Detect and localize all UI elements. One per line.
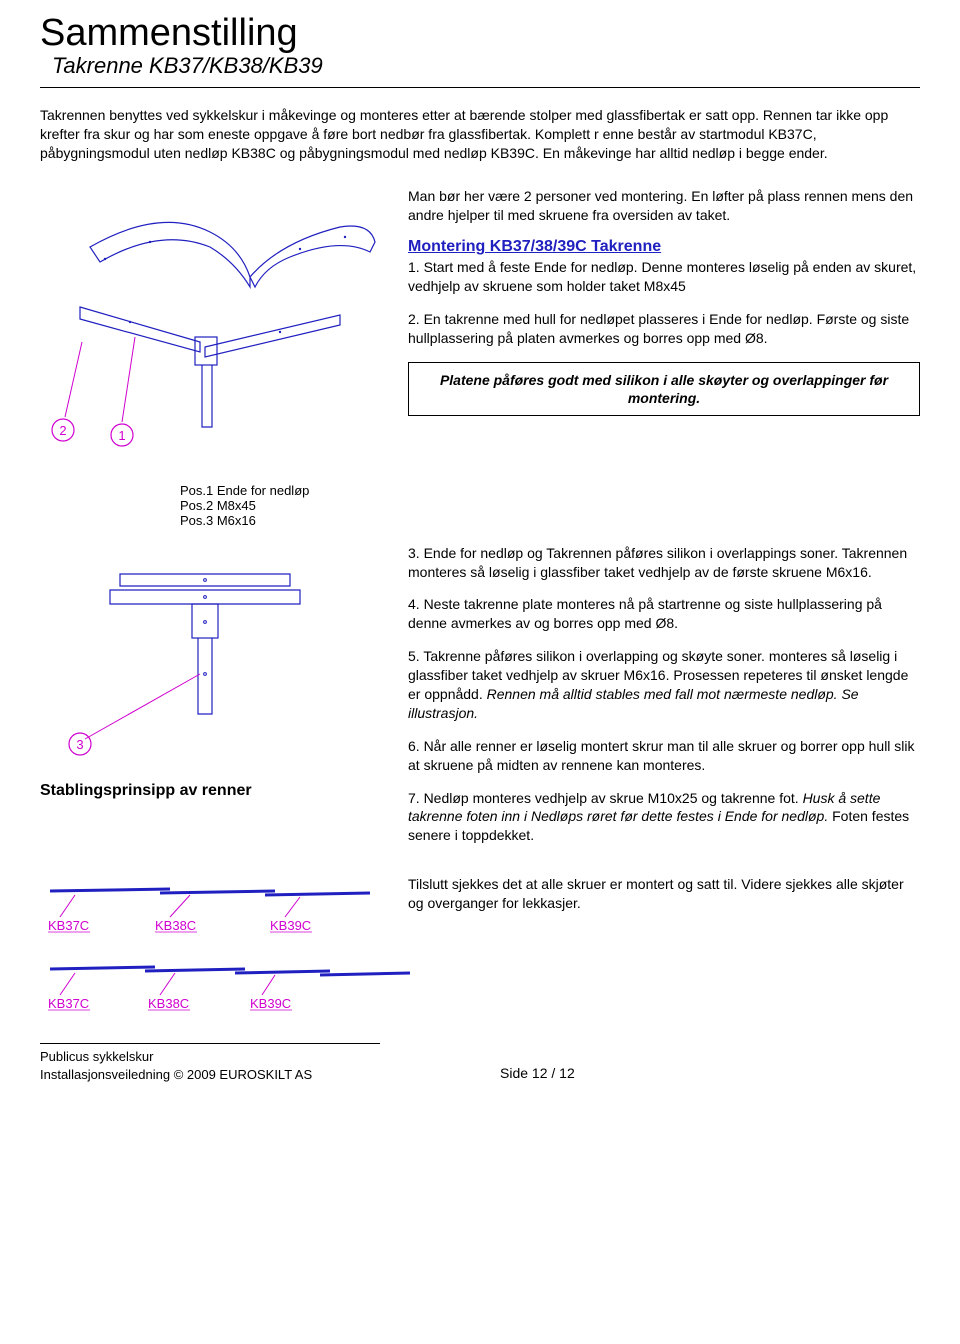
callout-2: 2 [59, 423, 66, 438]
step-2: 2. En takrenne med hull for nedløpet pla… [408, 310, 920, 348]
assembly-diagram-2: 3 [40, 544, 380, 774]
page-header: Sammenstilling Takrenne KB37/KB38/KB39 [40, 12, 920, 88]
page-subtitle: Takrenne KB37/KB38/KB39 [52, 53, 920, 79]
position-list: Pos.1 Ende for nedløp Pos.2 M8x45 Pos.3 … [180, 483, 380, 528]
pos-3: Pos.3 M6x16 [180, 513, 380, 528]
persons-note: Man bør her være 2 personer ved monterin… [408, 187, 920, 225]
step-5: 5. Takrenne påføres silikon i overlappin… [408, 647, 920, 723]
step-7: 7. Nedløp monteres vedhjelp av skrue M10… [408, 789, 920, 846]
footer-line2: Installasjonsveiledning © 2009 EUROSKILT… [40, 1066, 380, 1084]
pos-2: Pos.2 M8x45 [180, 498, 380, 513]
diagram-2-container: 3 Stablingsprinsipp av renner [40, 544, 380, 860]
callout-1: 1 [118, 428, 125, 443]
mount-heading: Montering KB37/38/39C Takrenne [408, 238, 920, 256]
footer-page: Side 12 / 12 [500, 1065, 575, 1083]
assembly-diagram-1: 2 1 [40, 187, 380, 477]
step-4: 4. Neste takrenne plate monteres nå på s… [408, 595, 920, 633]
silikon-box: Platene påføres godt med silikon i alle … [408, 362, 920, 416]
text-col-2: 3. Ende for nedløp og Takrennen påføres … [408, 544, 920, 860]
label-kb38c-b: KB38C [148, 996, 189, 1011]
stacking-diagram-b: KB37C KB38C KB39C [40, 953, 420, 1013]
diagram-1-container: 2 1 Pos.1 Ende for nedløp Pos.2 M8x45 Po… [40, 187, 380, 528]
stacking-diagram-a: KB37C KB38C KB39C [40, 875, 380, 935]
row-stacking: KB37C KB38C KB39C KB37C KB38C KB39C Tils… [40, 875, 920, 1013]
stacking-diagrams: KB37C KB38C KB39C KB37C KB38C KB39C [40, 875, 380, 1013]
pos-1: Pos.1 Ende for nedløp [180, 483, 380, 498]
footer-left: Publicus sykkelskur Installasjonsveiledn… [40, 1043, 380, 1083]
footer-line1: Publicus sykkelskur [40, 1048, 380, 1066]
row-diagram-2: 3 Stablingsprinsipp av renner 3. Ende fo… [40, 544, 920, 860]
text-col-1: Man bør her være 2 personer ved monterin… [408, 187, 920, 528]
label-kb37c-b: KB37C [48, 996, 89, 1011]
intro-text: Takrennen benyttes ved sykkelskur i måke… [40, 106, 920, 163]
step-6: 6. Når alle renner er løselig montert sk… [408, 737, 920, 775]
step-1: 1. Start med å feste Ende for nedløp. De… [408, 258, 920, 296]
final-check: Tilslutt sjekkes det at alle skruer er m… [408, 875, 920, 913]
label-kb38c-a: KB38C [155, 918, 196, 933]
stabling-title: Stablingsprinsipp av renner [40, 782, 380, 800]
row-diagram-1: 2 1 Pos.1 Ende for nedløp Pos.2 M8x45 Po… [40, 187, 920, 528]
step-3: 3. Ende for nedløp og Takrennen påføres … [408, 544, 920, 582]
footer: Publicus sykkelskur Installasjonsveiledn… [40, 1043, 920, 1083]
callout-3: 3 [76, 737, 83, 752]
text-col-3: Tilslutt sjekkes det at alle skruer er m… [408, 875, 920, 1013]
label-kb37c-a: KB37C [48, 918, 89, 933]
page-title: Sammenstilling [40, 12, 920, 55]
label-kb39c-b: KB39C [250, 996, 291, 1011]
label-kb39c-a: KB39C [270, 918, 311, 933]
